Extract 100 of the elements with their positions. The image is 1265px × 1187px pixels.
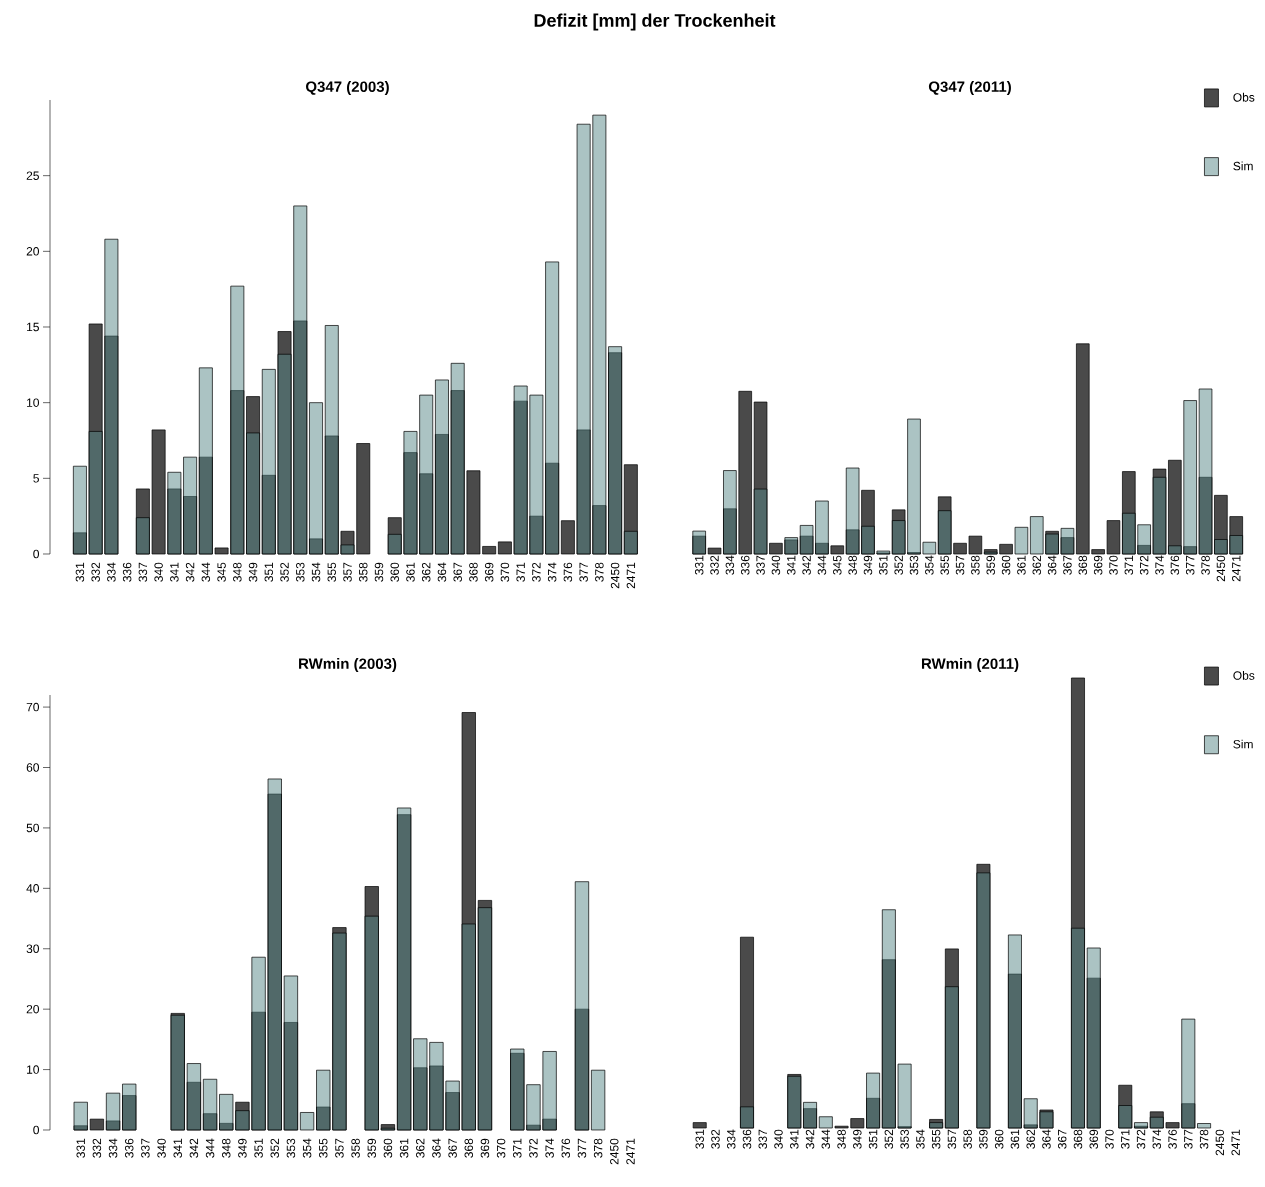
x-tick-label: 342	[802, 555, 811, 575]
y-tick-label: 0	[33, 549, 40, 559]
x-tick-label: 370	[1109, 555, 1118, 575]
x-tick-label: 354	[925, 555, 934, 575]
x-tick-label: 2471	[626, 1138, 635, 1165]
x-tick-label: 349	[238, 1138, 247, 1158]
x-tick-label: 2450	[1216, 555, 1226, 582]
bar	[309, 538, 323, 555]
bar	[122, 1095, 137, 1131]
chart-title: RWmin (2003)	[299, 658, 397, 672]
x-tick-label: 353	[900, 1129, 909, 1149]
x-tick-label: 359	[986, 555, 995, 575]
x-tick-label: 372	[1139, 555, 1149, 575]
bar	[944, 948, 959, 1129]
x-tick-label: 332	[711, 1129, 720, 1149]
x-tick-label: 369	[484, 562, 494, 582]
bar	[283, 1022, 298, 1131]
bar	[105, 1120, 121, 1131]
x-tick-label: 358	[359, 562, 368, 582]
x-tick-label: 351	[264, 562, 274, 582]
x-tick-label: 370	[496, 1138, 506, 1158]
x-tick-label: 358	[351, 1138, 360, 1158]
x-tick-label: 340	[157, 1138, 166, 1158]
x-tick-label: 2450	[610, 1138, 619, 1165]
x-tick-label: 360	[994, 1129, 1004, 1149]
x-tick-label: 362	[1032, 555, 1041, 575]
x-tick-label: 336	[124, 1138, 134, 1158]
x-tick-label: 371	[513, 1138, 522, 1158]
x-tick-label: 341	[173, 1138, 182, 1158]
y-tick-label: 5	[33, 474, 39, 483]
x-tick-label: 2450	[1215, 1129, 1225, 1156]
x-tick-label: 371	[516, 562, 525, 582]
legend-label: Obs	[1233, 92, 1255, 102]
x-tick-label: 355	[327, 562, 337, 582]
x-tick-label: 364	[437, 562, 447, 582]
bar	[623, 464, 638, 555]
x-tick-label: 2450	[610, 562, 620, 589]
x-tick-label: 378	[1199, 1129, 1209, 1149]
x-tick-label: 360	[390, 562, 399, 582]
x-tick-label: 348	[837, 1129, 846, 1149]
x-tick-label: 377	[579, 562, 588, 582]
chart-title: Q347 (2003)	[306, 81, 389, 95]
x-tick-label: 349	[853, 1129, 862, 1149]
y-tick-label: 25	[26, 171, 39, 180]
x-tick-label: 354	[916, 1129, 925, 1149]
x-tick-label: 336	[742, 1129, 752, 1149]
x-tick-label: 378	[1201, 555, 1210, 575]
x-tick-label: 376	[561, 1138, 571, 1158]
x-tick-label: 348	[222, 1138, 231, 1158]
x-tick-label: 362	[421, 562, 431, 582]
x-tick-label: 361	[1010, 1129, 1020, 1149]
x-tick-label: 342	[189, 1138, 199, 1158]
x-tick-label: 372	[529, 1138, 538, 1158]
x-tick-label: 349	[863, 555, 873, 575]
bar	[186, 1081, 201, 1131]
x-tick-label: 369	[480, 1138, 490, 1158]
x-tick-label: 355	[940, 555, 949, 575]
x-tick-label: 369	[1089, 1129, 1098, 1149]
x-tick-label: 360	[383, 1138, 393, 1158]
x-tick-label: 369	[1093, 555, 1103, 575]
x-tick-label: 352	[270, 1138, 279, 1158]
x-tick-label: 372	[532, 562, 541, 582]
x-tick-label: 342	[185, 562, 195, 582]
x-tick-label: 362	[1026, 1129, 1035, 1149]
x-tick-label: 376	[563, 562, 573, 582]
x-tick-label: 360	[1001, 555, 1011, 575]
x-tick-label: 377	[1185, 555, 1195, 575]
x-tick-label: 331	[695, 1129, 704, 1149]
x-tick-label: 336	[740, 555, 750, 575]
legend-label: Obs	[1233, 670, 1255, 680]
y-tick-label: 70	[26, 702, 40, 712]
x-tick-label: 374	[547, 562, 557, 582]
x-tick-label: 378	[595, 562, 604, 582]
x-tick-label: 349	[248, 562, 258, 582]
x-tick-label: 377	[1184, 1129, 1193, 1149]
x-tick-label: 358	[963, 1129, 972, 1149]
x-tick-label: 371	[1121, 1129, 1130, 1149]
x-tick-label: 374	[545, 1138, 554, 1158]
x-tick-label: 353	[286, 1138, 296, 1158]
x-tick-label: 332	[91, 562, 100, 582]
x-tick-label: 341	[787, 555, 796, 575]
y-tick-label: 60	[26, 763, 40, 772]
bar	[740, 936, 754, 1129]
x-tick-label: 361	[399, 1138, 409, 1158]
x-tick-label: 334	[726, 1129, 736, 1149]
chart-title: RWmin (2011)	[921, 658, 1019, 672]
bar	[89, 1118, 104, 1131]
x-tick-label: 340	[774, 1129, 783, 1149]
x-tick-label: 334	[108, 1138, 118, 1158]
x-tick-label: 332	[92, 1138, 102, 1158]
bar	[1086, 977, 1101, 1129]
x-tick-label: 351	[868, 1129, 878, 1149]
x-tick-label: 357	[335, 1138, 344, 1158]
x-tick-label: 2471	[1232, 555, 1241, 582]
x-tick-label: 358	[971, 555, 980, 575]
bar	[692, 1122, 707, 1129]
x-tick-label: 341	[170, 562, 179, 582]
x-tick-label: 345	[833, 555, 842, 575]
x-tick-label: 336	[122, 562, 132, 582]
x-tick-label: 362	[416, 1138, 425, 1158]
